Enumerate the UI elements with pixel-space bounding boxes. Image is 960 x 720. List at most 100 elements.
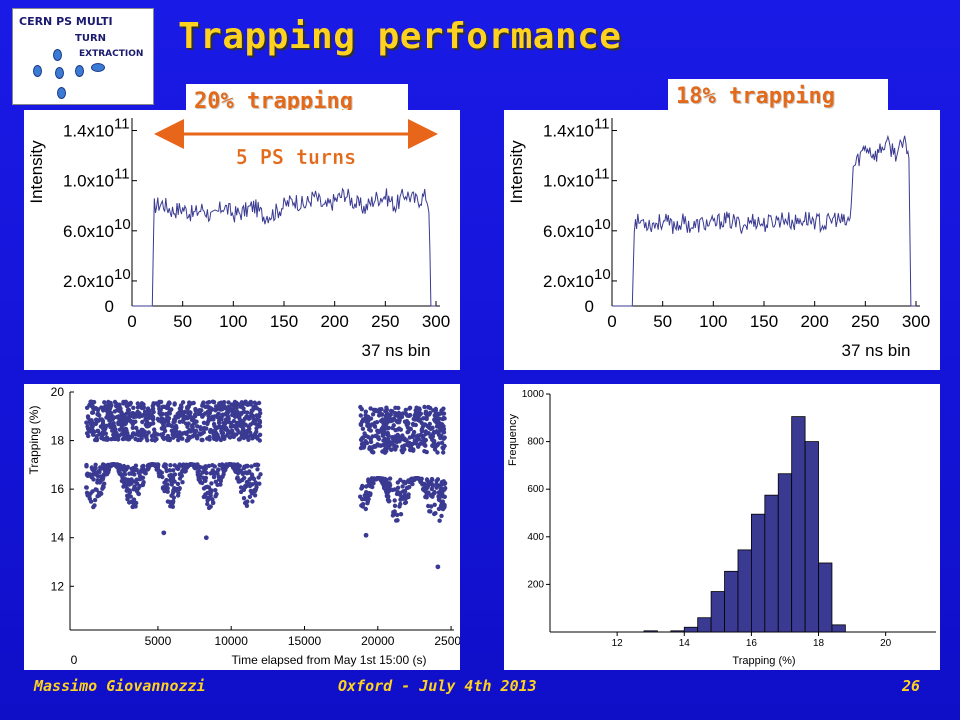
scatter-point [209,481,214,486]
scatter-point [257,418,262,424]
scatter-point [389,441,395,446]
scatter-point [171,468,176,473]
scatter-point [176,463,182,469]
scatter-point [426,405,431,410]
scatter-point [165,499,171,504]
scatter-point [168,463,173,468]
scatter-point [107,422,112,428]
scatter-point [387,476,393,481]
scatter-point [202,477,208,483]
scatter-point [385,425,390,431]
scatter-point [222,468,227,473]
scatter-point [398,477,403,483]
scatter-point [195,464,200,469]
scatter-point [190,427,196,433]
scatter-point [411,429,417,435]
scatter-point [91,504,96,510]
scatter-point [96,413,102,418]
scatter-point [412,476,418,481]
y-tick-label: 16 [51,482,65,496]
scatter-point [143,470,148,476]
scatter-point [106,465,111,471]
scatter-point [250,408,255,413]
scatter-point [157,474,162,479]
scatter-point [442,435,447,440]
x-tick-label: 12 [612,638,624,649]
scatter-point [235,409,240,415]
scatter-point [390,435,395,440]
scatter-point [113,463,118,468]
scatter-point [234,405,239,411]
scatter-point [383,477,389,482]
scatter-point [439,433,444,438]
y-tick-label: 14 [51,531,65,545]
scatter-point [430,494,435,499]
scatter-point [125,430,130,436]
scatter-point [127,413,132,419]
scatter-point [423,437,428,443]
scatter-point [169,482,174,487]
scatter-point [433,406,438,412]
y-tick-exponent: 11 [594,166,610,183]
scatter-point [169,472,174,478]
scatter-point [156,418,161,423]
scatter-point [241,496,247,501]
scatter-point [252,400,257,405]
scatter-point [425,424,430,429]
x-tick-label: 0 [127,312,136,331]
scatter-point [117,427,123,432]
y-tick-label: 1000 [522,389,545,400]
scatter-point [392,503,398,508]
scatter-point [145,438,150,443]
scatter-point [247,477,252,482]
scatter-point [228,406,233,411]
scatter-point [186,429,191,434]
scatter-point [216,467,221,472]
x-axis-label: 37 ns bin [842,341,911,360]
scatter-point [429,481,434,486]
histogram-bar [697,617,712,633]
scatter-point [395,518,400,523]
scatter-point [386,436,391,442]
scatter-point [175,481,181,487]
trapping-histogram-panel: 12 14 16 18 20 200 400 600 800 1000 Trapping (%) Fr… [504,384,940,670]
scatter-point [420,439,425,444]
scatter-point [152,430,157,435]
scatter-point [228,462,234,468]
scatter-point [440,499,446,504]
scatter-point [98,466,104,471]
scatter-point [405,443,411,448]
scatter-point [151,421,156,426]
x-tick-label: 0 [607,312,616,331]
scatter-point [425,478,430,484]
scatter-point [131,405,136,410]
scatter-point [172,402,177,407]
scatter-point [226,400,231,405]
y-tick-label: 1.4x10 [63,122,114,141]
scatter-point [212,414,217,419]
scatter-point [254,429,259,434]
scatter-point [184,421,189,426]
scatter-point [227,420,232,425]
scatter-point [90,489,95,494]
scatter-point [421,416,426,421]
scatter-point [203,404,208,409]
y-tick-label: 18 [51,434,65,448]
scatter-point [424,495,429,500]
scatter-point [196,472,201,478]
scatter-point [91,405,96,411]
scatter-point [137,473,143,479]
scatter-point [420,486,426,492]
scatter-point [372,424,378,429]
logo-dot-icon [55,67,64,79]
scatter-point [94,417,99,423]
scatter-outlier-point [435,564,441,570]
scatter-point [439,503,444,509]
y-axis-label: Intensity [507,140,526,204]
scatter-point [421,422,427,428]
scatter-point [135,405,141,410]
scatter-point [146,464,151,469]
scatter-point [385,497,391,503]
scatter-point [134,500,139,506]
